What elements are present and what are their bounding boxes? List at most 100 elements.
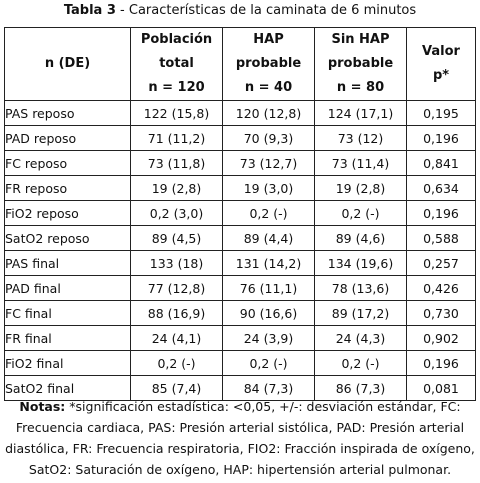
table-title: - Características de la caminata de 6 mi…: [115, 3, 417, 18]
table-header: n (DE) Población total n = 120 HAP probable n …: [4, 27, 476, 101]
column-header-line: n = 80: [336, 80, 385, 95]
row-label-cell: FC final: [4, 300, 131, 326]
value-cell: 131 (14,2): [222, 250, 315, 276]
value-cell: 0,081: [406, 375, 476, 401]
column-header-line: n = 120: [148, 80, 205, 95]
table-row: PAS final 133 (18) 131 (14,2) 134 (19,6) 0,2…: [4, 250, 476, 276]
table-body: PAS reposo 122 (15,8) 120 (12,8) 124 (17,1)…: [4, 100, 476, 401]
value-cell: 124 (17,1): [314, 100, 407, 126]
value-cell: 86 (7,3): [314, 375, 407, 401]
value-cell: 122 (15,8): [130, 100, 223, 126]
table-row: FiO2 final 0,2 (-) 0,2 (-) 0,2 (-) 0,196: [4, 350, 476, 376]
row-label-cell: SatO2 reposo: [4, 225, 131, 251]
value-cell: 19 (3,0): [222, 175, 315, 201]
column-header: Valor p*: [406, 27, 476, 101]
row-label-cell: FR reposo: [4, 175, 131, 201]
column-header-line: Valor: [422, 44, 460, 59]
column-header-line: probable: [235, 56, 302, 71]
value-cell: 19 (2,8): [314, 175, 407, 201]
column-header-line: total: [159, 56, 194, 71]
column-header-line: n (DE): [44, 56, 91, 71]
value-cell: 120 (12,8): [222, 100, 315, 126]
value-cell: 0,2 (-): [222, 350, 315, 376]
value-cell: 0,196: [406, 125, 476, 151]
value-cell: 89 (4,5): [130, 225, 223, 251]
value-cell: 77 (12,8): [130, 275, 223, 301]
table-row: SatO2 final 85 (7,4) 84 (7,3) 86 (7,3) 0,081: [4, 375, 476, 401]
value-cell: 0,2 (-): [222, 200, 315, 226]
value-cell: 0,426: [406, 275, 476, 301]
column-header-line: probable: [327, 56, 394, 71]
value-cell: 0,2 (3,0): [130, 200, 223, 226]
value-cell: 0,195: [406, 100, 476, 126]
notes-line: Frecuencia cardiaca, PAS: Presión arteri…: [15, 420, 465, 435]
column-header-line: Población: [140, 32, 213, 47]
value-cell: 24 (4,1): [130, 325, 223, 351]
row-label-cell: FiO2 final: [4, 350, 131, 376]
value-cell: 133 (18): [130, 250, 223, 276]
value-cell: 24 (3,9): [222, 325, 315, 351]
row-label-cell: PAS final: [4, 250, 131, 276]
row-label-cell: FC reposo: [4, 150, 131, 176]
column-header: Población total n = 120: [130, 27, 223, 101]
value-cell: 0,2 (-): [314, 200, 407, 226]
value-cell: 71 (11,2): [130, 125, 223, 151]
value-cell: 88 (16,9): [130, 300, 223, 326]
table-number: Tabla 3: [63, 3, 116, 18]
value-cell: 0,257: [406, 250, 476, 276]
value-cell: 89 (4,6): [314, 225, 407, 251]
value-cell: 73 (11,4): [314, 150, 407, 176]
value-cell: 19 (2,8): [130, 175, 223, 201]
value-cell: 0,588: [406, 225, 476, 251]
column-header: Sin HAP probable n = 80: [314, 27, 407, 101]
value-cell: 89 (17,2): [314, 300, 407, 326]
row-label-cell: PAD final: [4, 275, 131, 301]
value-cell: 85 (7,4): [130, 375, 223, 401]
column-header-line: Sin HAP: [331, 32, 390, 47]
column-header-line: n = 40: [244, 80, 293, 95]
value-cell: 0,196: [406, 200, 476, 226]
header-row: n (DE) Población total n = 120 HAP probable n …: [4, 27, 476, 101]
row-label-cell: PAS reposo: [4, 100, 131, 126]
column-header-line: p*: [432, 68, 450, 83]
table-row: FC reposo 73 (11,8) 73 (12,7) 73 (11,4) 0,84…: [4, 150, 476, 176]
notes-line: Notas: *significación estadística: <0,05…: [19, 399, 461, 414]
value-cell: 70 (9,3): [222, 125, 315, 151]
value-cell: 0,2 (-): [314, 350, 407, 376]
notes-line: SatO2: Saturación de oxígeno, HAP: hiper…: [28, 462, 452, 477]
value-cell: 134 (19,6): [314, 250, 407, 276]
value-cell: 73 (11,8): [130, 150, 223, 176]
value-cell: 90 (16,6): [222, 300, 315, 326]
value-cell: 78 (13,6): [314, 275, 407, 301]
value-cell: 24 (4,3): [314, 325, 407, 351]
value-cell: 0,841: [406, 150, 476, 176]
table-row: PAS reposo 122 (15,8) 120 (12,8) 124 (17,1)…: [4, 100, 476, 126]
table-row: FC final 88 (16,9) 90 (16,6) 89 (17,2) 0,730: [4, 300, 476, 326]
value-cell: 0,196: [406, 350, 476, 376]
table-notes: Notas: *significación estadística: <0,05…: [0, 396, 480, 480]
notes-label: Notas:: [19, 399, 66, 414]
value-cell: 76 (11,1): [222, 275, 315, 301]
table-row: SatO2 reposo 89 (4,5) 89 (4,4) 89 (4,6) 0,58…: [4, 225, 476, 251]
table-row: FR final 24 (4,1) 24 (3,9) 24 (4,3) 0,902: [4, 325, 476, 351]
value-cell: 89 (4,4): [222, 225, 315, 251]
column-header-line: HAP: [253, 32, 284, 47]
value-cell: 73 (12): [314, 125, 407, 151]
column-header: n (DE): [4, 27, 131, 101]
row-label-cell: FR final: [4, 325, 131, 351]
table-row: PAD reposo 71 (11,2) 70 (9,3) 73 (12) 0,196: [4, 125, 476, 151]
table-row: FR reposo 19 (2,8) 19 (3,0) 19 (2,8) 0,634: [4, 175, 476, 201]
value-cell: 0,730: [406, 300, 476, 326]
value-cell: 0,634: [406, 175, 476, 201]
row-label-cell: SatO2 final: [4, 375, 131, 401]
value-cell: 0,2 (-): [130, 350, 223, 376]
table-caption: Tabla 3 - Características de la caminata…: [0, 2, 480, 20]
table-row: FiO2 reposo 0,2 (3,0) 0,2 (-) 0,2 (-) 0,196: [4, 200, 476, 226]
notes-line: diastólica, FR: Frecuencia respiratoria,…: [5, 441, 475, 456]
results-table: n (DE) Población total n = 120 HAP probable n …: [4, 27, 476, 401]
value-cell: 0,902: [406, 325, 476, 351]
table-row: PAD final 77 (12,8) 76 (11,1) 78 (13,6) 0,42…: [4, 275, 476, 301]
value-cell: 73 (12,7): [222, 150, 315, 176]
row-label-cell: FiO2 reposo: [4, 200, 131, 226]
